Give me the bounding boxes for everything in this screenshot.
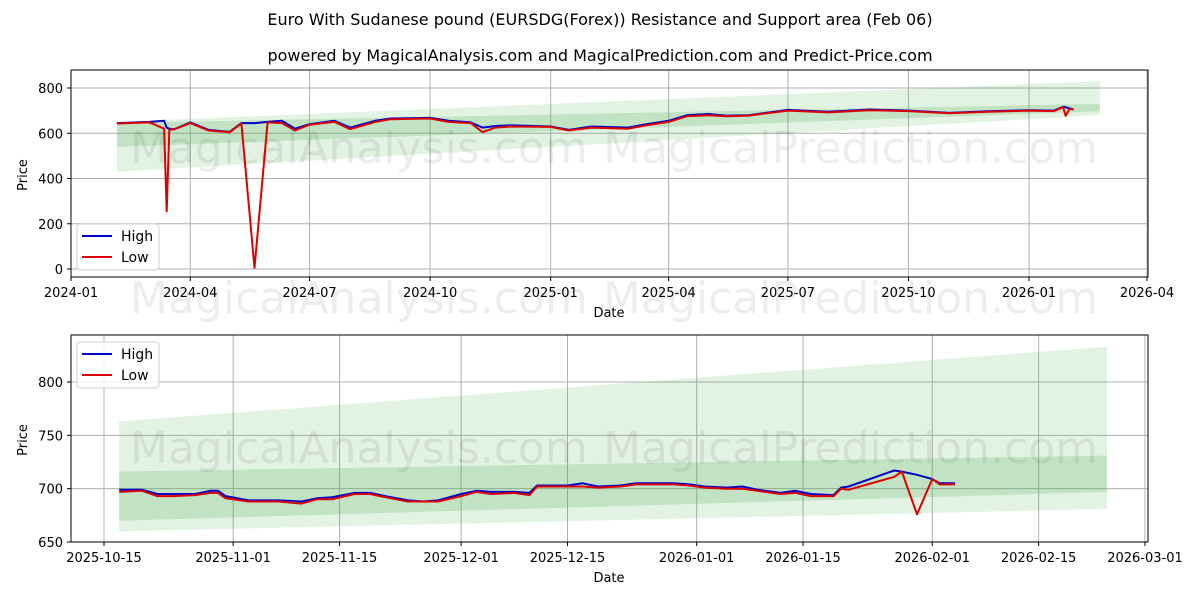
y-tick-label: 800	[38, 82, 63, 97]
bottom-chart-lines	[119, 469, 955, 516]
series-low	[119, 470, 955, 516]
y-tick-label: 700	[38, 483, 63, 498]
legend-low-label-2: Low	[121, 368, 149, 384]
top-chart-lines	[116, 105, 1074, 269]
x-tick-label: 2026-01-01	[659, 551, 735, 566]
watermark-prediction-2: MagicalPrediction.com	[603, 273, 1098, 324]
y-tick-label: 400	[38, 173, 63, 188]
x-tick-label: 2025-11-15	[302, 551, 378, 566]
bottom-chart-ylabel: Price	[16, 424, 31, 456]
watermark-prediction: MagicalPrediction.com	[603, 123, 1098, 174]
bottom-chart-xlabel: Date	[593, 571, 624, 586]
x-tick-label: 2026-03-01	[1107, 551, 1183, 566]
x-tick-label: 2025-07	[761, 286, 815, 301]
watermark-prediction-3: MagicalPrediction.com	[603, 423, 1098, 474]
x-tick-label: 2025-10-15	[66, 551, 142, 566]
y-tick-label: 650	[38, 536, 63, 551]
bottom-chart-bands	[119, 346, 1108, 532]
chart-title: Euro With Sudanese pound (EURSDG(Forex))…	[267, 10, 933, 29]
x-tick-label: 2024-04	[163, 286, 217, 301]
y-tick-label: 750	[38, 429, 63, 444]
band-inner	[119, 455, 1108, 521]
x-tick-label: 2026-01-15	[765, 551, 841, 566]
top-chart-xlabel: Date	[593, 306, 624, 321]
x-tick-label: 2025-01	[524, 286, 578, 301]
x-tick-label: 2026-02-15	[1001, 551, 1077, 566]
band-outer	[119, 346, 1108, 532]
legend-high-label-2: High	[121, 347, 153, 363]
top-chart-ticks: 2024-01 2024-04 2024-07 2024-10 2025-01 2025-…	[38, 82, 1174, 301]
bottom-chart: MagicalAnalysis.com MagicalPrediction.co…	[16, 334, 1183, 586]
x-tick-label: 2026-04	[1120, 286, 1174, 301]
bottom-chart-legend: High Low	[76, 341, 160, 389]
top-chart-legend: High Low	[76, 223, 160, 271]
legend-low-label: Low	[121, 250, 149, 266]
y-tick-label: 0	[55, 263, 63, 278]
series-low	[116, 106, 1074, 269]
x-tick-label: 2025-12-15	[530, 551, 606, 566]
x-tick-label: 2026-01	[1002, 286, 1056, 301]
x-tick-label: 2025-10	[881, 286, 935, 301]
x-tick-label: 2024-10	[403, 286, 457, 301]
legend-high-label: High	[121, 229, 153, 245]
watermark-analysis-2: MagicalAnalysis.com	[130, 273, 588, 324]
watermark-analysis: MagicalAnalysis.com	[130, 123, 588, 174]
x-tick-label: 2026-02-01	[894, 551, 970, 566]
x-tick-label: 2025-04	[641, 286, 695, 301]
x-tick-label: 2025-11-01	[195, 551, 271, 566]
chart-subtitle: powered by MagicalAnalysis.com and Magic…	[267, 46, 933, 65]
bottom-chart-ticks: 2025-10-15 2025-11-01 2025-11-15 2025-12-01…	[38, 376, 1183, 566]
watermark-analysis-3: MagicalAnalysis.com	[130, 423, 588, 474]
top-chart-grid	[70, 70, 1148, 277]
band-inner	[116, 103, 1100, 147]
y-tick-label: 600	[38, 127, 63, 142]
top-chart: MagicalAnalysis.com MagicalPrediction.co…	[16, 69, 1174, 324]
top-chart-frame	[70, 69, 1149, 278]
x-tick-label: 2024-07	[282, 286, 336, 301]
top-chart-ylabel: Price	[16, 159, 31, 191]
y-tick-label: 800	[38, 376, 63, 391]
series-high	[119, 469, 955, 503]
x-tick-label: 2024-01	[44, 286, 98, 301]
x-tick-label: 2025-12-01	[423, 551, 499, 566]
y-tick-label: 200	[38, 218, 63, 233]
bottom-chart-frame	[70, 334, 1149, 543]
